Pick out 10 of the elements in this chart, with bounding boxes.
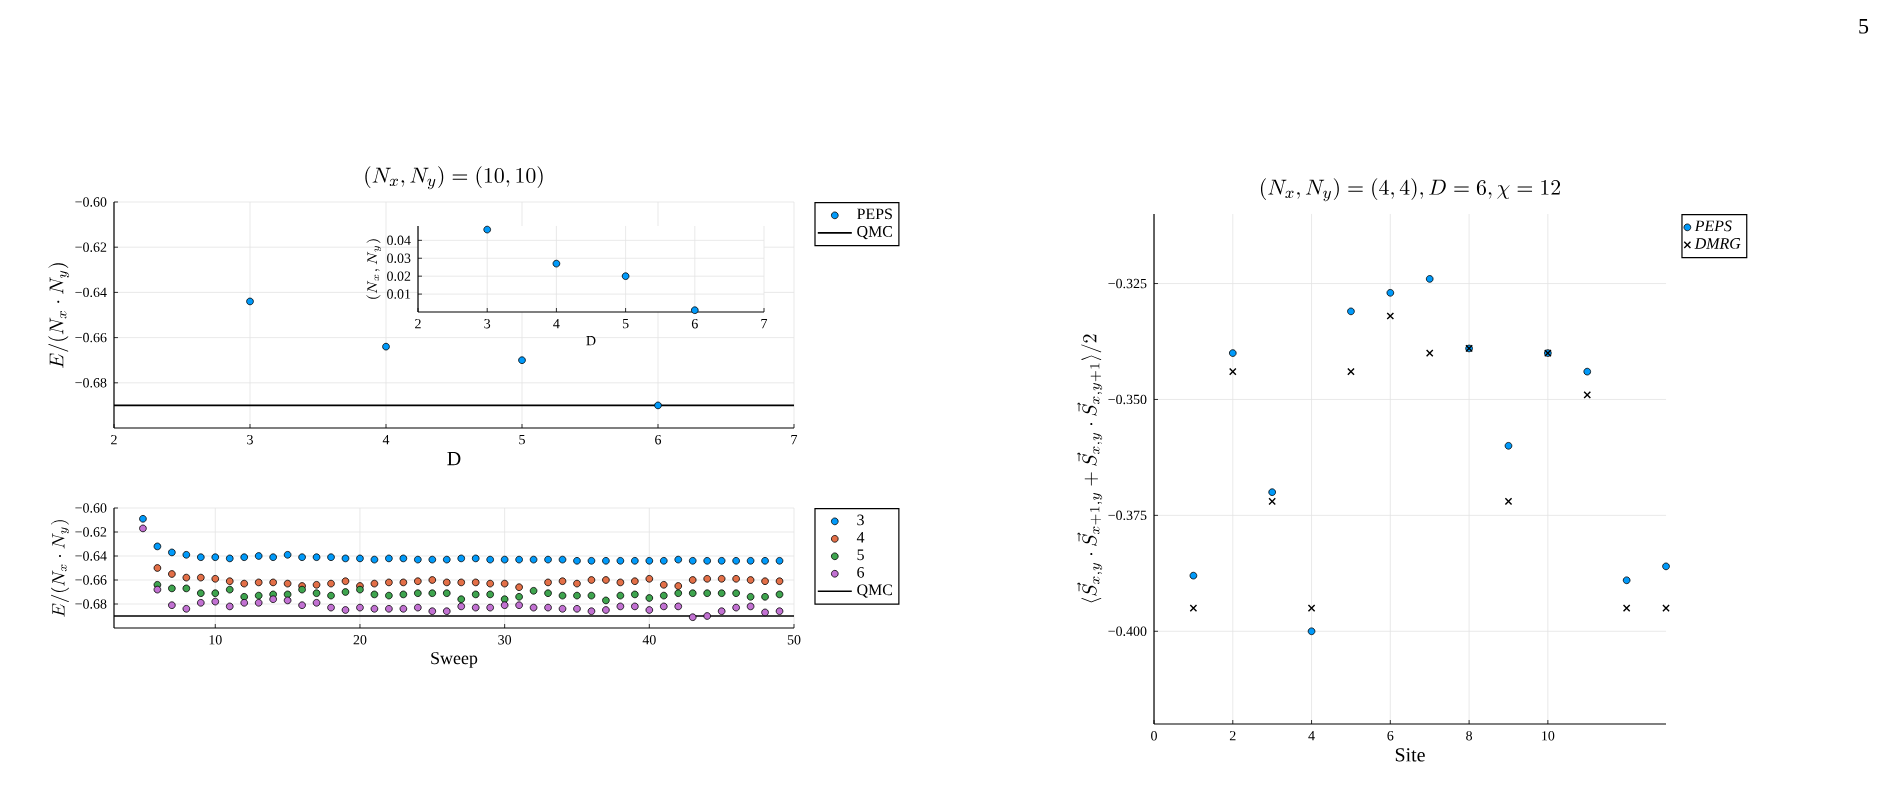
- x-axis-title: Site: [1395, 748, 1425, 762]
- chart-title: $(N_x, N_y) = (10, 10)$: [365, 166, 543, 190]
- y-axis-title: $(N_x, N_y)$: [366, 239, 381, 299]
- y-axis-title: $\langle \vec{S}_{x,y} \cdot \vec{S}_{x+1,y} + \vec{S}_{x,y} \cdot \vec{S}_{x,y+1} \rangle / 2$: [1077, 334, 1103, 603]
- chart-title: $(N_x, N_y) = (4, 4), D = 6, \chi = 12$: [1260, 178, 1561, 202]
- text: 5: [1859, 19, 1869, 34]
- y-axis-title: $E/(N_x \cdot N_y)$: [48, 263, 70, 368]
- x-axis-title: Sweep: [431, 652, 478, 668]
- y-axis-title: $E/(N_x \cdot N_y)$: [51, 520, 69, 617]
- x-axis-title: D: [447, 452, 461, 466]
